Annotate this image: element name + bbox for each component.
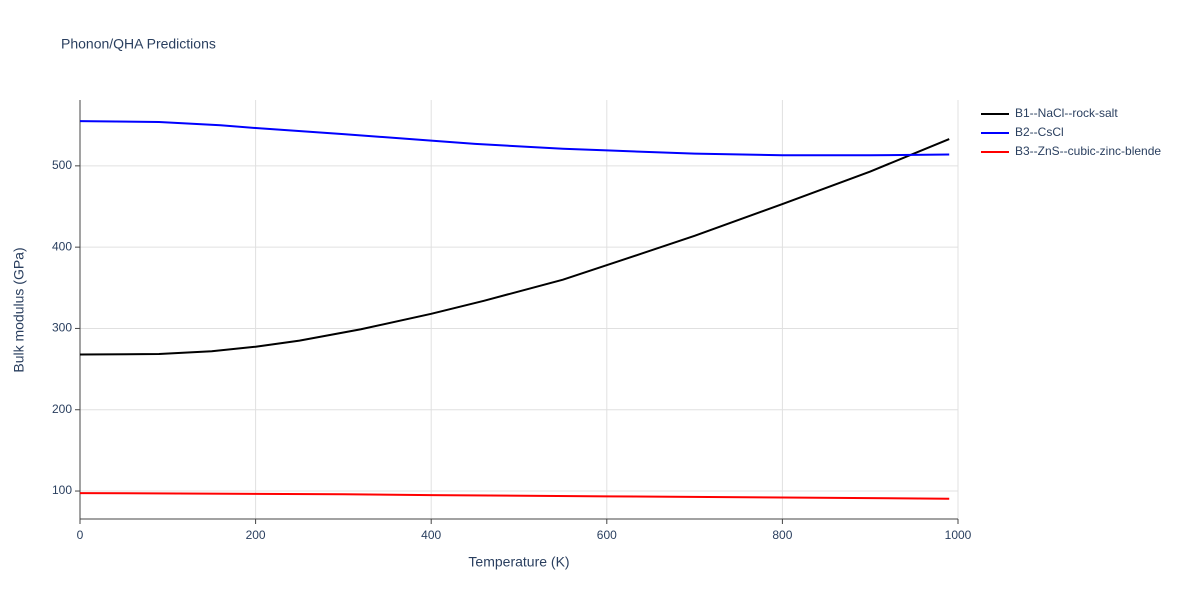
y-axis-title: Bulk modulus (GPa) [11,247,27,372]
x-tick-label: 400 [421,528,441,542]
x-axis-title: Temperature (K) [468,554,569,570]
y-tick-label: 400 [52,239,72,253]
x-tick-label: 1000 [945,528,972,542]
y-tick-label: 200 [52,402,72,416]
y-tick-label: 500 [52,158,72,172]
x-tick-label: 200 [246,528,266,542]
series-line [79,492,950,500]
series-line [79,120,950,157]
y-tick-label: 300 [52,321,72,335]
legend-label: B2--CsCl [1015,125,1064,139]
x-tick-label: 800 [772,528,792,542]
y-tick-label: 100 [52,483,72,497]
legend-label: B3--ZnS--cubic-zinc-blende [1015,144,1161,158]
x-tick-label: 600 [597,528,617,542]
legend-label: B1--NaCl--rock-salt [1015,106,1118,120]
series-line [79,138,950,356]
chart-title: Phonon/QHA Predictions [61,36,216,52]
x-tick-label: 0 [77,528,84,542]
